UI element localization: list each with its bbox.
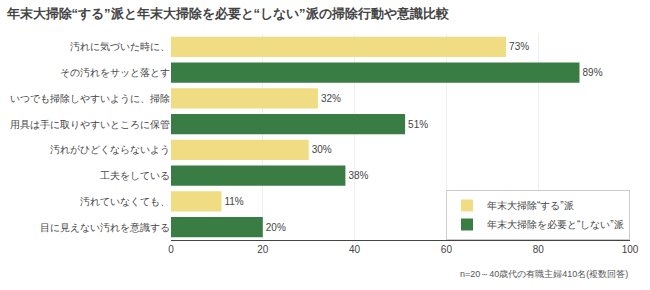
svg-text:年末大掃除“する”派: 年末大掃除“する”派 — [487, 200, 574, 211]
svg-text:汚れがひどくならないよう: 汚れがひどくならないよう — [50, 144, 170, 155]
svg-text:年末大掃除“する”派と年末大掃除を必要と“しない”派の掃除行: 年末大掃除“する”派と年末大掃除を必要と“しない”派の掃除行動や意識比較 — [6, 6, 450, 21]
svg-text:73%: 73% — [509, 41, 529, 52]
svg-text:その汚れをサッと落とす: その汚れをサッと落とす — [60, 67, 170, 78]
svg-text:38%: 38% — [348, 170, 368, 181]
svg-text:汚れに気づいた時に、: 汚れに気づいた時に、 — [70, 41, 170, 52]
svg-text:いつでも掃除しやすいように、掃除: いつでも掃除しやすいように、掃除 — [10, 93, 170, 104]
svg-text:80: 80 — [533, 244, 545, 255]
svg-text:20%: 20% — [266, 222, 286, 233]
svg-text:30%: 30% — [312, 144, 332, 155]
svg-text:100: 100 — [622, 244, 639, 255]
svg-text:40: 40 — [349, 244, 361, 255]
svg-text:用具は手に取りやすいところに保管: 用具は手に取りやすいところに保管 — [10, 119, 170, 130]
svg-text:51%: 51% — [408, 119, 428, 130]
svg-text:年末大掃除を必要と“しない”派: 年末大掃除を必要と“しない”派 — [487, 219, 624, 230]
svg-text:0: 0 — [168, 244, 174, 255]
svg-text:汚れていなくても、: 汚れていなくても、 — [80, 196, 170, 207]
svg-text:89%: 89% — [583, 67, 603, 78]
svg-text:11%: 11% — [224, 196, 243, 207]
svg-text:60: 60 — [441, 244, 453, 255]
svg-text:32%: 32% — [321, 93, 341, 104]
svg-text:20: 20 — [257, 244, 269, 255]
svg-text:n=20～40歳代の有職主婦410名(複数回答): n=20～40歳代の有職主婦410名(複数回答) — [460, 269, 628, 279]
svg-text:目に見えない汚れを意識する: 目に見えない汚れを意識する — [40, 222, 170, 233]
svg-text:工夫をしている: 工夫をしている — [100, 170, 170, 181]
